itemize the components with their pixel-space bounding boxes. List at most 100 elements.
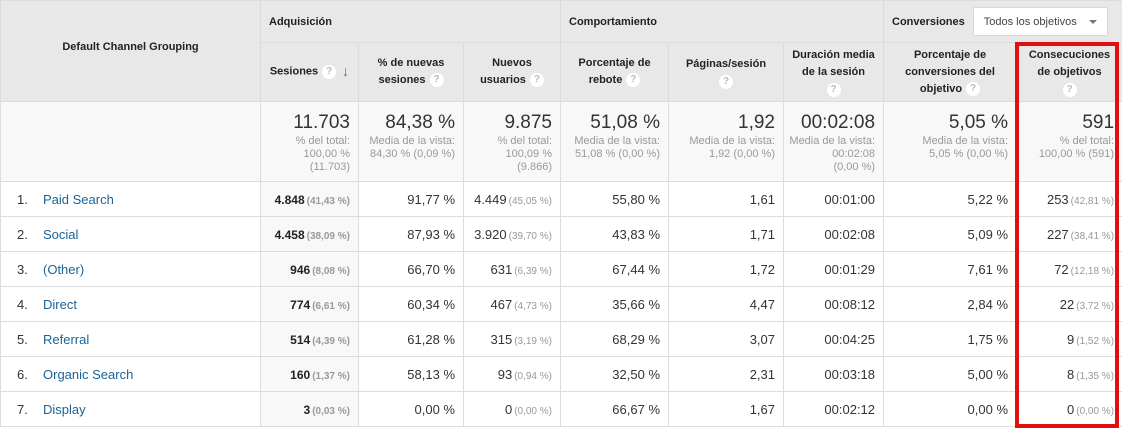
column-header-goal-completions[interactable]: Consecuciones de objetivos? (1016, 42, 1122, 102)
new-users-value: 93 (497, 366, 513, 382)
table-row: 7. Display 3 (0,03 %) 0,00 % 0 (0,00 %) 66,… (0, 391, 1122, 427)
row-number: 2. (17, 226, 28, 242)
sessions-pct: (8,08 %) (312, 265, 350, 277)
goal-conversion-rate-cell: 5,22 % (883, 181, 1018, 217)
bounce-rate-cell: 32,50 % (560, 356, 669, 392)
help-icon[interactable]: ? (719, 74, 733, 89)
bounce-rate-cell: 67,44 % (560, 251, 669, 287)
goal-completions-cell: 72 (12,18 %) (1016, 251, 1122, 287)
table-row: 6. Organic Search 160 (1,37 %) 58,13 % 93(… (0, 356, 1122, 392)
column-header-avg-session-duration[interactable]: Duración media de la sesión? (782, 42, 885, 102)
total-caption: (9.866) (517, 161, 552, 173)
channel-link[interactable]: Display (43, 401, 86, 417)
sessions-value: 946 (290, 262, 311, 277)
help-icon[interactable]: ? (529, 73, 544, 88)
bounce-rate-cell: 68,29 % (560, 321, 669, 357)
column-header-goal-conversion-rate[interactable]: Porcentaje de conversiones del objetivo? (883, 42, 1018, 102)
avg-session-duration-cell: 00:04:25 (782, 321, 885, 357)
sessions-cell: 514 (4,39 %) (260, 321, 359, 357)
column-header-new-sessions-pct[interactable]: % de nuevas sesiones? (358, 42, 464, 102)
row-number: 1. (17, 191, 28, 207)
channel-link[interactable]: Social (43, 226, 79, 242)
help-icon[interactable]: ? (322, 64, 337, 79)
help-icon[interactable]: ? (626, 73, 641, 88)
group-conversions-label: Conversiones (892, 15, 965, 28)
pages-per-session-cell: 3,07 (668, 321, 784, 357)
help-icon[interactable]: ? (966, 81, 981, 96)
new-sessions-pct-cell: 91,77 % (358, 181, 464, 217)
avg-session-duration-cell: 00:01:00 (782, 181, 885, 217)
goal-completions-cell: 253 (42,81 %) (1016, 181, 1122, 217)
new-users-value: 631 (490, 261, 513, 277)
sessions-pct: (4,39 %) (312, 335, 350, 347)
new-users-cell: 3.920 (39,70 %) (463, 216, 561, 252)
dimension-header: Default Channel Grouping (0, 0, 261, 102)
column-header-new-users[interactable]: Nuevos usuarios? (463, 42, 561, 102)
new-users-cell: 4.449 (45,05 %) (463, 181, 561, 217)
channel-link[interactable]: Organic Search (43, 366, 134, 382)
pages-per-session-cell: 1,72 (668, 251, 784, 287)
total-value: 51,08 % (590, 112, 660, 133)
row-number: 4. (17, 296, 28, 312)
bounce-rate-cell: 66,67 % (560, 391, 669, 427)
sort-descending-icon[interactable]: ↓ (342, 63, 350, 80)
data-rows: 1. Paid Search 4.848 (41,43 %) 91,77 % 4.4… (0, 181, 1122, 427)
column-header-bounce-rate[interactable]: Porcentaje de rebote? (560, 42, 669, 102)
goal-completions-pct: (1,52 %) (1076, 335, 1115, 347)
goal-completions-cell: 22 (3,72 %) (1016, 286, 1122, 322)
total-caption: Media de la vista: (369, 135, 455, 147)
goal-completions-cell: 0 (0,00 %) (1016, 391, 1122, 427)
table-row: 5. Referral 514 (4,39 %) 61,28 % 315 (3,19 … (0, 321, 1122, 357)
new-users-pct: (39,70 %) (508, 230, 552, 242)
pages-per-session-cell: 1,61 (668, 181, 784, 217)
sessions-cell: 946 (8,08 %) (260, 251, 359, 287)
new-sessions-pct-cell: 0,00 % (358, 391, 464, 427)
sessions-cell: 4.848 (41,43 %) (260, 181, 359, 217)
channel-link[interactable]: Direct (43, 296, 77, 312)
column-header-sessions[interactable]: Sesiones? ↓ (260, 42, 359, 102)
total-avg-session-duration: 00:02:08 Media de la vista: 00:02:08 (0,… (782, 101, 885, 182)
help-icon[interactable]: ? (826, 83, 841, 97)
channel-link[interactable]: Referral (43, 331, 90, 347)
channel-cell: 4. Direct (0, 286, 261, 322)
total-caption: 100,09 % (505, 148, 552, 160)
new-users-cell: 315 (3,19 %) (463, 321, 561, 357)
sessions-cell: 3 (0,03 %) (260, 391, 359, 427)
column-label: Duración media de la sesión (792, 49, 875, 78)
row-number: 7. (17, 401, 28, 417)
new-sessions-pct-cell: 61,28 % (358, 321, 464, 357)
avg-session-duration-cell: 00:02:08 (782, 216, 885, 252)
total-caption: % del total: (497, 135, 552, 147)
row-number: 3. (17, 261, 28, 277)
total-caption: 84,30 % (0,09 %) (370, 148, 455, 160)
sessions-pct: (6,61 %) (312, 300, 350, 312)
total-goal-completions: 591 % del total: 100,00 % (591) (1016, 101, 1122, 182)
goal-conversion-rate-cell: 5,09 % (883, 216, 1018, 252)
channel-link[interactable]: (Other) (43, 261, 85, 277)
help-icon[interactable]: ? (429, 73, 444, 88)
table-row: 4. Direct 774 (6,61 %) 60,34 % 467 (4,73 %)… (0, 286, 1122, 322)
help-icon[interactable]: ? (1062, 83, 1077, 97)
total-caption: % del total: (1059, 135, 1115, 147)
pages-per-session-cell: 1,67 (668, 391, 784, 427)
column-header-pages-per-session[interactable]: Páginas/sesión? (668, 42, 784, 102)
column-label: Porcentaje de conversiones del objetivo (905, 48, 995, 95)
channel-cell: 5. Referral (0, 321, 261, 357)
channel-link[interactable]: Paid Search (43, 191, 114, 207)
goal-completions-cell: 227 (38,41 %) (1016, 216, 1122, 252)
goal-select-dropdown[interactable]: Todos los objetivos (972, 7, 1108, 36)
new-users-pct: (4,73 %) (514, 300, 552, 312)
total-caption: Media de la vista: (689, 135, 775, 147)
goal-completions-value: 253 (1046, 191, 1069, 207)
goal-completions-pct: (3,72 %) (1076, 300, 1115, 312)
sessions-value: 4.458 (274, 227, 305, 242)
new-users-value: 315 (490, 331, 513, 347)
total-new-users: 9.875 % del total: 100,09 % (9.866) (463, 101, 561, 182)
total-caption: (11.703) (309, 161, 350, 173)
channel-cell: 1. Paid Search (0, 181, 261, 217)
channel-cell: 7. Display (0, 391, 261, 427)
column-label: Páginas/sesión (685, 57, 767, 70)
total-caption: 5,05 % (0,00 %) (929, 148, 1009, 160)
table-row: 3. (Other) 946 (8,08 %) 66,70 % 631 (6,39 %… (0, 251, 1122, 287)
goal-completions-value: 0 (1067, 401, 1075, 417)
